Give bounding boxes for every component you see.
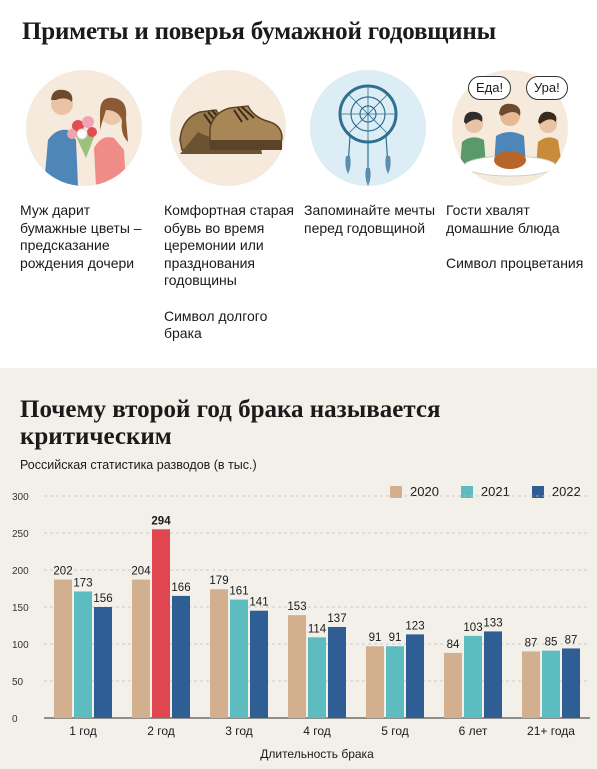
flowers-couple-icon	[26, 70, 142, 186]
omens-title: Приметы и поверья бумажной годовщины	[22, 18, 496, 45]
legend-item-2020: 2020	[390, 484, 439, 499]
legend-item-2021: 2021	[460, 484, 510, 499]
legend-label-2021: 2021	[480, 484, 510, 499]
data-label-2021-2: 161	[229, 586, 248, 598]
y-tick-label-5: 250	[12, 529, 29, 540]
bar-2021-5	[464, 635, 482, 718]
x-tick-label-2: 3 год	[225, 724, 253, 738]
data-label-2022-1: 166	[171, 582, 190, 594]
bar-2022-5	[484, 631, 502, 718]
bar-2022-3	[328, 626, 346, 718]
shoes-icon	[170, 70, 286, 186]
x-tick-label-5: 6 лет	[459, 724, 488, 738]
data-label-2021-3: 114	[308, 623, 327, 635]
omen-text-4: Гости хвалят домашние блюда	[446, 202, 560, 236]
chart-title: Почему второй год брака называется крити…	[20, 396, 441, 450]
y-tick-label-2: 100	[12, 640, 29, 651]
x-tick-label-6: 21+ года	[527, 724, 575, 738]
bar-2020-6	[522, 651, 540, 718]
legend-item-2022: 2022	[531, 484, 581, 499]
data-label-2022-4: 123	[405, 620, 424, 632]
y-tick-label-6: 300	[12, 492, 29, 503]
x-tick-label-1: 2 год	[147, 724, 175, 738]
omen-card-1: Муж дарит бумажные цветы – предсказание …	[20, 70, 160, 272]
bar-2021-6	[542, 650, 560, 718]
data-label-2022-0: 156	[93, 593, 112, 605]
speech-bubble-1: Еда!	[468, 76, 512, 100]
x-axis-title: Длительность брака	[260, 747, 374, 761]
x-tick-label-0: 1 год	[69, 724, 97, 738]
omen-extra-4: Символ процветания	[446, 255, 584, 271]
x-tick-label-3: 4 год	[303, 724, 331, 738]
bar-2020-5	[444, 652, 462, 718]
data-label-2021-6: 85	[545, 637, 558, 649]
omen-text-3: Запоминайте мечты перед годовщиной	[304, 202, 436, 236]
x-tick-label-4: 5 год	[381, 724, 409, 738]
data-label-2021-4: 91	[389, 632, 402, 644]
bar-2022-0	[94, 607, 112, 718]
bar-2020-3	[288, 615, 306, 718]
bar-2021-0	[74, 591, 92, 718]
omens-section: Приметы и поверья бумажной годовщины Муж…	[0, 0, 597, 368]
omen-text-1: Муж дарит бумажные цветы – предсказание …	[20, 202, 142, 271]
data-label-2020-6: 87	[525, 637, 538, 649]
data-label-2020-2: 179	[209, 575, 228, 587]
bar-2021-3	[308, 637, 326, 718]
dreamcatcher-icon	[310, 70, 426, 186]
legend-swatch-2020	[390, 485, 402, 498]
data-label-2020-4: 91	[369, 632, 382, 644]
chart-legend: 2020 2021 2022	[390, 484, 581, 499]
y-tick-label-4: 200	[12, 566, 29, 577]
omen-extra-2: Символ долгого брака	[164, 307, 268, 342]
data-label-2020-1: 204	[131, 566, 151, 578]
speech-bubble-2: Ура!	[526, 76, 568, 100]
bar-2022-2	[250, 610, 268, 718]
data-label-2020-0: 202	[53, 566, 72, 578]
data-label-2021-0: 173	[73, 577, 92, 589]
omen-text-2: Комфортная старая обувь во время церемон…	[164, 202, 294, 288]
y-tick-label-3: 150	[12, 603, 29, 614]
data-label-2020-5: 84	[447, 639, 460, 651]
omen-card-2: Комфортная старая обувь во время церемон…	[164, 70, 304, 343]
omen-card-4: Гости хвалят домашние блюда Символ процв…	[446, 70, 586, 273]
bar-2020-4	[366, 646, 384, 718]
data-label-2021-5: 103	[463, 622, 482, 634]
data-label-2022-2: 141	[249, 597, 268, 609]
y-tick-label-0: 0	[12, 714, 18, 725]
bar-2021-2	[230, 599, 248, 718]
data-label-2022-6: 87	[565, 634, 578, 646]
bar-2022-6	[562, 648, 580, 718]
omen-card-3: Запоминайте мечты перед годовщиной	[304, 70, 444, 237]
chart-subtitle: Российская статистика разводов (в тыс.)	[20, 458, 257, 472]
bar-2022-4	[406, 634, 424, 718]
legend-swatch-2022	[531, 485, 544, 498]
data-label-2020-3: 153	[287, 601, 306, 613]
bar-2021-4	[386, 646, 404, 718]
legend-swatch-2021	[460, 485, 473, 498]
legend-label-2022: 2022	[551, 484, 581, 499]
y-tick-label-1: 50	[12, 677, 24, 688]
legend-label-2020: 2020	[410, 484, 439, 499]
bar-2021-1	[152, 529, 170, 718]
bar-2020-0	[54, 579, 72, 718]
data-label-2022-5: 133	[483, 617, 502, 629]
data-label-2021-1: 294	[151, 515, 171, 527]
bar-2022-1	[172, 595, 190, 718]
bar-2020-1	[132, 579, 150, 718]
bar-2020-2	[210, 589, 228, 718]
data-label-2022-3: 137	[327, 613, 346, 625]
